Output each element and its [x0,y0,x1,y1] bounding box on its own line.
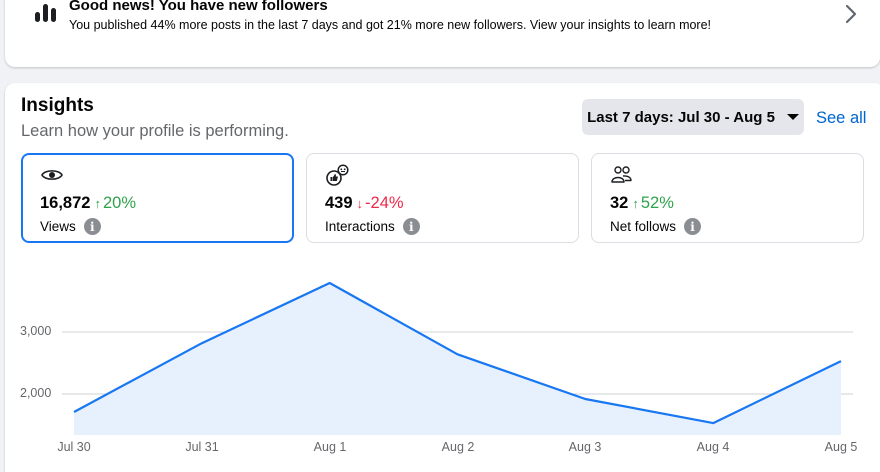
date-range-label: Last 7 days: Jul 30 - Aug 5 [587,108,775,126]
info-icon[interactable]: i [684,218,702,235]
x-tick: Jul 30 [57,440,91,454]
metric-card-interactions[interactable]: 439 ↓ -24% Interactions i [306,153,579,243]
delta-up: ↑ 52% [632,194,674,212]
x-tick: Aug 3 [568,440,602,454]
y-tick: 3,000 [20,324,52,338]
chevron-right-icon[interactable] [840,3,862,25]
date-range-dropdown[interactable]: Last 7 days: Jul 30 - Aug 5 [582,99,804,135]
views-area-chart [62,281,853,435]
reactions-icon [326,164,349,186]
x-tick: Aug 5 [824,440,858,454]
views-line [73,281,842,425]
x-tick: Jul 31 [185,440,219,454]
eye-icon [41,170,63,180]
insights-subtitle: Learn how your profile is performing. [21,122,289,140]
delta-up: ↑ 20% [94,194,136,212]
metric-label: Net follows i [610,218,702,235]
metric-card-views[interactable]: 16,872 ↑ 20% Views i [21,153,294,243]
insights-title: Insights [21,95,94,116]
metric-value: 439 ↓ -24% [325,194,404,212]
x-tick: Aug 1 [313,440,347,454]
area-fill [74,283,841,435]
x-tick: Aug 4 [696,440,730,454]
bar-chart-icon [35,4,56,22]
info-icon[interactable]: i [402,218,420,235]
info-icon[interactable]: i [83,218,101,235]
x-tick: Aug 2 [441,440,475,454]
banner-title: Good news! You have new followers [69,0,328,14]
caret-down-icon [786,114,799,120]
people-icon [611,166,632,183]
views-chart[interactable]: 3,000 2,000 Jul 30 Jul 31 Aug 1 Aug 2 Au… [0,250,880,472]
metric-card-net-follows[interactable]: 32 ↑ 52% Net follows i [591,153,864,243]
new-followers-banner[interactable]: Good news! You have new followers You pu… [5,0,880,67]
banner-text: You published 44% more posts in the last… [69,18,712,32]
delta-down: ↓ -24% [356,194,404,212]
metric-value: 16,872 ↑ 20% [40,194,136,212]
metric-label: Views i [40,218,101,235]
metric-value: 32 ↑ 52% [610,194,674,212]
metric-label: Interactions i [325,218,420,235]
see-all-link[interactable]: See all [816,109,867,127]
y-tick: 2,000 [20,386,52,400]
